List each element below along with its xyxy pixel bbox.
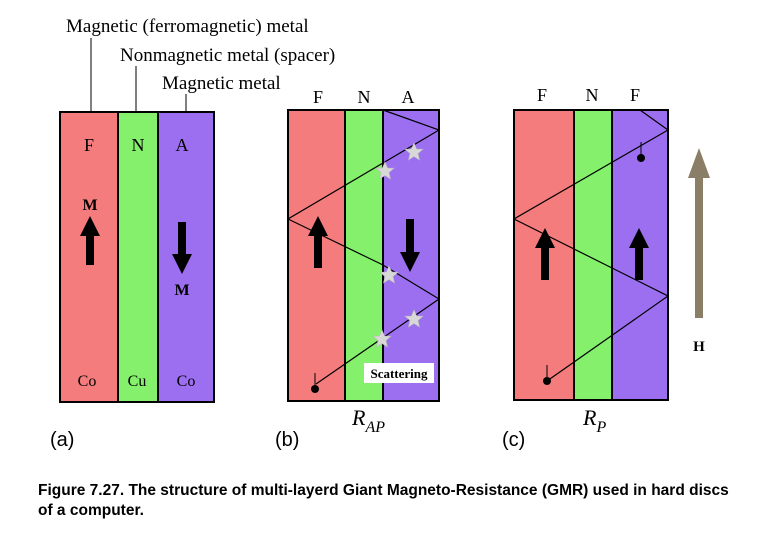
resistance-p-sub: P <box>595 419 606 436</box>
resistance-p-main: R <box>582 405 597 430</box>
field-arrow-icon <box>688 148 710 318</box>
magnetization-label-f: M <box>82 197 97 214</box>
layer-a-n-letter: N <box>132 135 145 155</box>
magnetization-label-a: M <box>174 282 189 299</box>
panel-c: F N F RP (c) H <box>502 85 710 451</box>
field-label: H <box>693 339 705 355</box>
material-a-a: Co <box>177 373 196 390</box>
electron-path-b <box>286 109 441 385</box>
panel-b: F N A Scattering RAP (b) <box>275 87 441 451</box>
material-a-f: Co <box>78 373 97 390</box>
resistance-ap-sub: AP <box>364 419 385 436</box>
layer-c-n <box>573 109 613 401</box>
material-a-n: Cu <box>128 373 147 390</box>
resistance-ap-main: R <box>351 405 366 430</box>
layer-c-f-letter: F <box>537 85 547 105</box>
resistance-p-label: RP <box>582 405 606 436</box>
up-arrow-icon <box>80 216 100 265</box>
resistance-ap-label: RAP <box>351 405 385 436</box>
layer-b-f-letter: F <box>313 87 323 107</box>
scattering-label-box <box>364 363 434 383</box>
layer-c-n-letter: N <box>586 85 599 105</box>
down-arrow-icon <box>400 219 420 272</box>
scattering-label: Scattering <box>370 366 428 381</box>
electron-dot-c2 <box>637 154 645 162</box>
panel-b-label: (b) <box>275 429 299 451</box>
up-arrow-icon <box>629 228 649 280</box>
callout-nonmagnetic-spacer: Nonmagnetic metal (spacer) <box>120 45 335 66</box>
panel-c-label: (c) <box>502 429 525 451</box>
callout-magnetic-ferro: Magnetic (ferromagnetic) metal <box>66 16 309 37</box>
callout-magnetic-metal: Magnetic metal <box>162 73 281 94</box>
layer-c-f2-letter: F <box>630 85 640 105</box>
layer-a-a-letter: A <box>176 135 189 155</box>
layer-b-n-letter: N <box>358 87 371 107</box>
layer-a-f-letter: F <box>84 135 94 155</box>
panel-a-label: (a) <box>50 429 74 451</box>
layer-a-n <box>117 111 159 403</box>
down-arrow-icon <box>172 222 192 274</box>
layer-b-a-letter: A <box>402 87 415 107</box>
up-arrow-icon <box>308 216 328 268</box>
electron-dot-b <box>311 385 319 393</box>
panel-a: F N A M M Co Cu Co (a) <box>50 111 215 451</box>
electron-path-c <box>512 109 670 382</box>
electron-dot-c <box>543 377 551 385</box>
up-arrow-icon <box>535 228 555 280</box>
figure-caption: Figure 7.27. The structure of multi-laye… <box>38 482 729 519</box>
